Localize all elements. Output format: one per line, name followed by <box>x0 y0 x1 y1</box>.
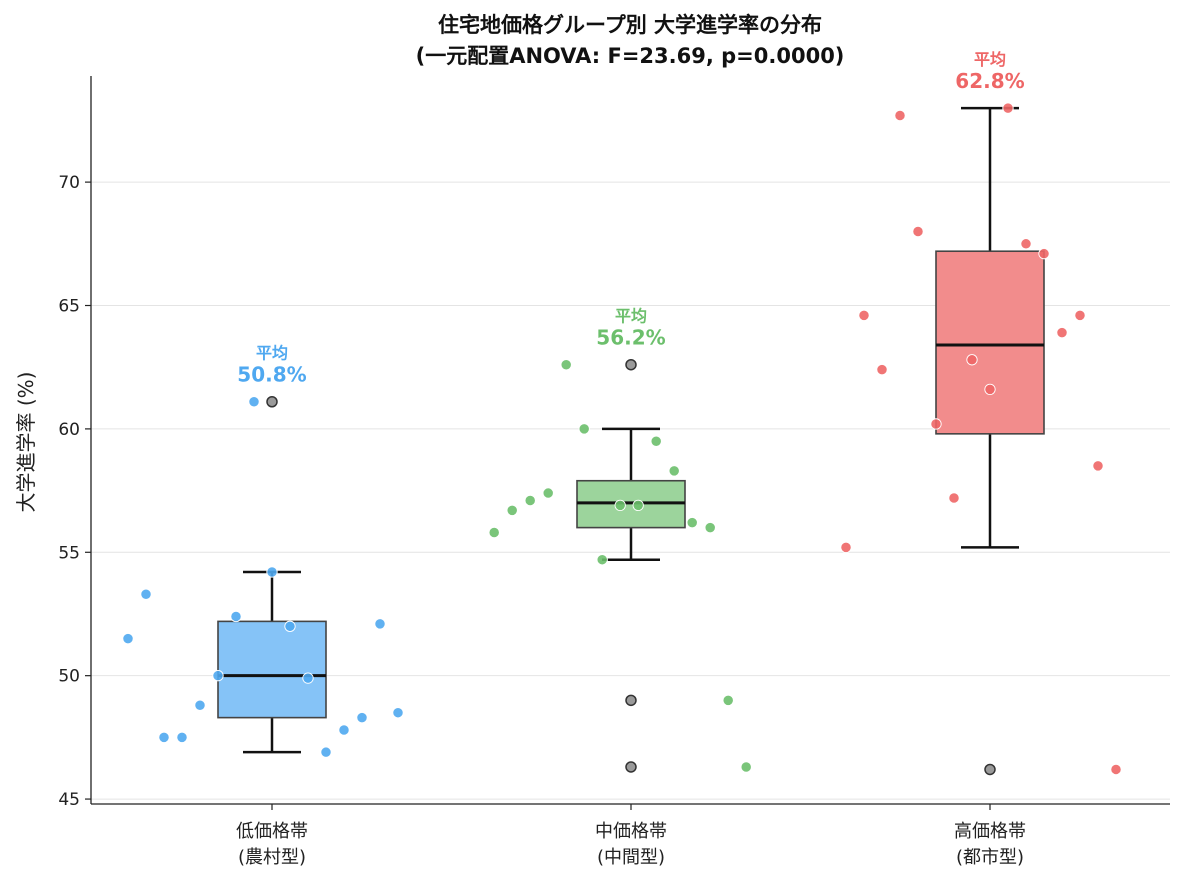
mean-value-label: 62.8% <box>955 69 1024 93</box>
label-layer: 低価格帯(農村型)平均50.8%中価格帯(中間型)平均56.2%高価格帯(都市型… <box>236 50 1026 868</box>
x-tick-label: (農村型) <box>238 847 306 868</box>
axes: 45 50 55 60 65 70 <box>58 76 1170 810</box>
y-axis-label: 大学進学率 (%) <box>14 372 38 513</box>
data-point <box>488 526 500 539</box>
data-point <box>140 588 152 600</box>
y-tick-label: 70 <box>58 173 80 193</box>
data-point <box>912 225 924 238</box>
mean-value-label: 50.8% <box>237 363 306 387</box>
data-point <box>338 724 350 736</box>
data-point <box>650 435 662 447</box>
iqr-box <box>217 620 327 719</box>
data-point <box>374 618 386 630</box>
iqr-box <box>935 250 1045 435</box>
data-point <box>596 554 608 566</box>
data-point <box>740 761 752 773</box>
data-point <box>158 731 170 744</box>
data-point <box>356 711 368 724</box>
mean-prefix-label: 平均 <box>974 50 1006 69</box>
data-point <box>704 521 716 534</box>
x-tick-label: (中間型) <box>597 847 665 868</box>
data-point <box>894 109 906 122</box>
data-point <box>212 670 224 682</box>
chart-title-line-2: (一元配置ANOVA: F=23.69, p=0.0000) <box>416 44 845 68</box>
data-point <box>876 364 888 376</box>
data-point <box>948 492 960 504</box>
data-point <box>1110 763 1122 776</box>
data-point <box>248 396 260 408</box>
chart-title: 住宅地価格グループ別 大学進学率の分布 (一元配置ANOVA: F=23.69,… <box>416 13 845 68</box>
data-point <box>266 566 278 578</box>
y-tick-label: 55 <box>58 543 80 563</box>
data-point <box>686 517 698 529</box>
data-point <box>1002 102 1014 114</box>
outlier-point <box>984 763 996 776</box>
data-point <box>840 541 852 553</box>
y-tick-label: 65 <box>58 297 80 317</box>
data-point <box>1038 248 1050 260</box>
x-tick-label: 中価格帯 <box>595 821 667 842</box>
data-point <box>1092 460 1104 472</box>
data-point <box>578 423 590 435</box>
data-point <box>722 694 734 707</box>
data-point <box>542 487 554 499</box>
mean-prefix-label: 平均 <box>615 307 647 326</box>
outlier-point <box>625 761 637 773</box>
data-point <box>230 610 242 623</box>
data-point <box>122 633 134 645</box>
x-tick-label: 高価格帯 <box>954 821 1026 842</box>
x-tick-label: 低価格帯 <box>236 821 308 842</box>
data-point <box>320 746 332 758</box>
box-layer <box>217 106 1045 754</box>
mean-value-label: 56.2% <box>596 326 665 350</box>
data-point <box>1020 238 1032 250</box>
data-point <box>984 383 996 396</box>
data-point <box>524 494 536 507</box>
outlier-point <box>625 358 637 371</box>
mean-prefix-label: 平均 <box>256 344 288 363</box>
data-point <box>302 672 314 684</box>
data-point <box>614 499 626 512</box>
data-point <box>194 699 206 711</box>
x-tick-label: (都市型) <box>956 847 1024 868</box>
data-point <box>1056 327 1068 339</box>
data-point <box>668 465 680 477</box>
data-point <box>858 309 870 322</box>
data-point <box>392 707 404 719</box>
data-point <box>966 354 978 366</box>
data-point <box>176 731 188 744</box>
y-tick-label: 60 <box>58 420 80 440</box>
data-point <box>632 499 644 512</box>
data-point <box>930 418 942 430</box>
outlier-point <box>266 395 278 408</box>
data-point <box>1074 309 1086 322</box>
data-point <box>284 620 296 632</box>
y-tick-label: 45 <box>58 790 80 810</box>
data-point <box>560 359 572 371</box>
data-point <box>506 504 518 516</box>
chart-title-line-1: 住宅地価格グループ別 大学進学率の分布 <box>438 13 822 37</box>
outlier-point <box>625 694 637 707</box>
point-layer <box>122 102 1122 776</box>
y-tick-label: 50 <box>58 667 80 687</box>
